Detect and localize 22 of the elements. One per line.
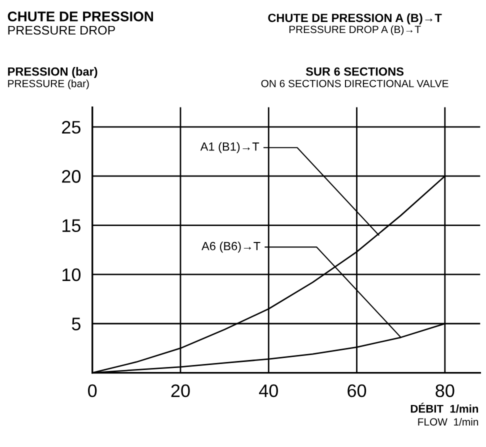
- x-tick-label: 20: [171, 384, 190, 398]
- text: SUR 6 SECTIONS: [306, 67, 404, 76]
- text: ON 6 SECTIONS DIRECTIONAL VALVE: [261, 80, 448, 88]
- x-axis-title: DÉBIT 1/min: [410, 402, 478, 413]
- y-axis-title: PRESSION (bar): [8, 67, 98, 78]
- text: CHUTE DE PRESSION: [8, 12, 153, 22]
- chart-title: CHUTE DE PRESSION A (B)→T: [268, 13, 442, 24]
- x-tick-label: 60: [348, 384, 366, 398]
- text: PRESSURE DROP: [8, 26, 115, 35]
- annotation: A6 (B6)→T: [202, 242, 260, 253]
- text: FLOW 1/min: [418, 418, 478, 426]
- chart-subtitle: PRESSURE DROP A (B)→T: [289, 25, 421, 36]
- y-tick-label: 25: [62, 120, 80, 134]
- x-tick-label: 80: [436, 384, 454, 398]
- text: PRESSURE (bar): [8, 80, 89, 90]
- annotation: A1 (B1)→T: [200, 142, 260, 154]
- y-tick-label: 20: [62, 170, 81, 183]
- x-tick-label: 0: [88, 384, 97, 398]
- y-tick-label: 15: [62, 219, 80, 232]
- x-tick-label: 40: [259, 384, 278, 398]
- y-tick-label: 5: [72, 318, 80, 330]
- y-tick-label: 10: [62, 268, 81, 282]
